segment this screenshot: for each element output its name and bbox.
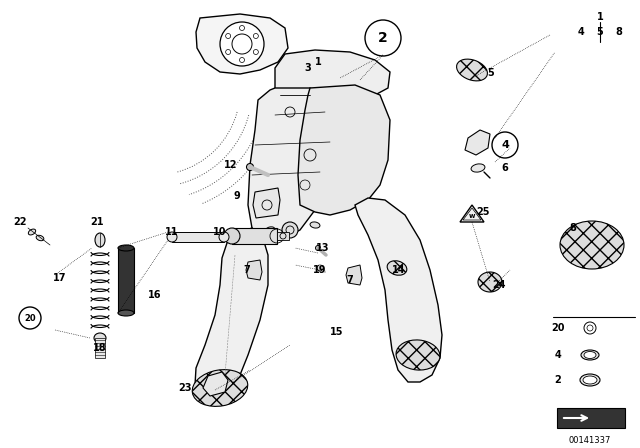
Polygon shape — [298, 85, 390, 215]
Polygon shape — [460, 205, 484, 222]
Text: 4: 4 — [578, 27, 584, 37]
Ellipse shape — [94, 333, 106, 343]
Polygon shape — [203, 372, 228, 396]
Text: 2: 2 — [555, 375, 561, 385]
Ellipse shape — [581, 350, 599, 360]
Bar — [557, 408, 625, 428]
Polygon shape — [196, 14, 288, 74]
Bar — [172, 232, 224, 242]
Circle shape — [167, 232, 177, 242]
Text: 5: 5 — [488, 68, 494, 78]
Polygon shape — [246, 260, 262, 280]
Text: 20: 20 — [551, 323, 564, 333]
Text: 5: 5 — [596, 27, 604, 37]
Ellipse shape — [265, 227, 275, 233]
Text: 10: 10 — [213, 227, 227, 237]
Text: 12: 12 — [224, 160, 237, 170]
Bar — [95, 338, 105, 358]
Text: 4: 4 — [501, 140, 509, 150]
Ellipse shape — [118, 245, 134, 251]
Circle shape — [492, 132, 518, 158]
Text: 7: 7 — [347, 275, 353, 285]
Text: 25: 25 — [476, 207, 490, 217]
Circle shape — [365, 20, 401, 56]
Text: 8: 8 — [570, 223, 577, 233]
Text: 13: 13 — [316, 243, 330, 253]
Ellipse shape — [95, 233, 105, 247]
Circle shape — [316, 246, 321, 250]
Ellipse shape — [456, 59, 488, 81]
Bar — [118, 248, 134, 313]
Ellipse shape — [118, 310, 134, 316]
Ellipse shape — [387, 261, 407, 275]
Text: 2: 2 — [378, 31, 388, 45]
Circle shape — [224, 228, 240, 244]
Text: 22: 22 — [13, 217, 27, 227]
Text: 23: 23 — [179, 383, 192, 393]
Text: 3: 3 — [305, 63, 312, 73]
Ellipse shape — [28, 229, 36, 235]
Circle shape — [220, 22, 264, 66]
Ellipse shape — [584, 352, 596, 358]
Polygon shape — [465, 130, 490, 155]
Text: 1: 1 — [315, 57, 321, 67]
Polygon shape — [195, 228, 268, 400]
Polygon shape — [355, 198, 442, 382]
Bar — [232, 228, 277, 244]
Polygon shape — [248, 88, 330, 240]
Text: 21: 21 — [90, 217, 104, 227]
Text: 8: 8 — [616, 27, 623, 37]
Circle shape — [317, 265, 323, 271]
Polygon shape — [346, 265, 362, 285]
Ellipse shape — [36, 235, 44, 241]
Text: 18: 18 — [93, 343, 107, 353]
Text: w: w — [468, 213, 476, 219]
Circle shape — [282, 222, 298, 238]
Circle shape — [219, 232, 229, 242]
Ellipse shape — [560, 221, 624, 269]
Ellipse shape — [583, 376, 597, 384]
Text: 00141337: 00141337 — [569, 435, 611, 444]
Ellipse shape — [396, 340, 440, 370]
Ellipse shape — [471, 164, 485, 172]
Text: 16: 16 — [148, 290, 162, 300]
Ellipse shape — [192, 370, 248, 406]
Text: 15: 15 — [330, 327, 344, 337]
Ellipse shape — [310, 222, 320, 228]
Polygon shape — [275, 50, 390, 102]
Text: 7: 7 — [244, 265, 250, 275]
Text: 9: 9 — [234, 191, 241, 201]
Ellipse shape — [580, 374, 600, 386]
Text: 6: 6 — [502, 163, 508, 173]
Circle shape — [19, 307, 41, 329]
Polygon shape — [253, 188, 280, 218]
Text: 17: 17 — [53, 273, 67, 283]
Text: 20: 20 — [24, 314, 36, 323]
Circle shape — [246, 164, 253, 171]
Text: 14: 14 — [392, 265, 406, 275]
Bar — [277, 232, 289, 240]
Ellipse shape — [478, 272, 502, 292]
Text: 4: 4 — [555, 350, 561, 360]
Text: 24: 24 — [492, 280, 506, 290]
Text: 11: 11 — [165, 227, 179, 237]
Text: 1: 1 — [596, 12, 604, 22]
Text: 19: 19 — [313, 265, 327, 275]
